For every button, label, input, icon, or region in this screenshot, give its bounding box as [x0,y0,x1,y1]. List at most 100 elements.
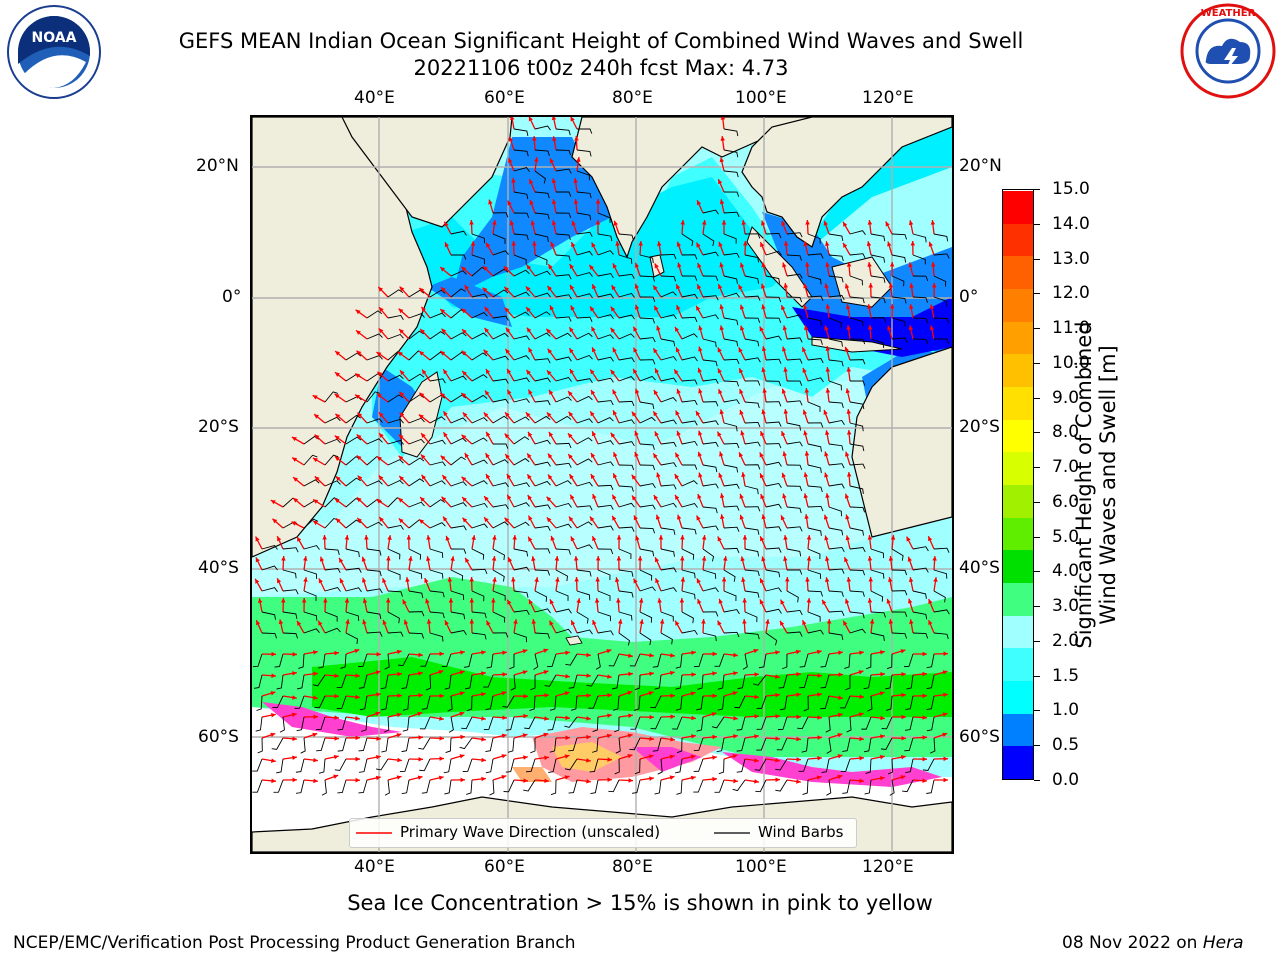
wave-direction-arrowhead [438,669,444,675]
wave-direction-arrowhead [802,347,807,353]
wind-barb [576,149,592,157]
wave-direction-arrowhead [739,262,745,268]
wind-barb [387,479,404,487]
wind-barb [801,737,809,753]
wave-direction-arrowhead [464,285,469,291]
wind-barb [366,611,382,620]
wind-barb [744,527,760,535]
wave-direction-arrowhead [511,178,516,183]
wave-direction-arrowhead [522,649,528,654]
wind-barb [597,273,614,279]
wave-direction-arrowhead [908,325,914,331]
wave-direction-arrowhead [719,304,724,310]
wave-direction-arrowhead [441,496,447,502]
wind-barb [471,374,488,382]
wind-barb [681,399,698,406]
wave-direction-arrowhead [631,474,637,480]
wind-barb [534,149,550,156]
wave-direction-arrowhead [523,755,528,760]
wave-direction-arrowhead [569,284,575,290]
wind-barb [492,355,509,361]
wind-barb [513,398,530,404]
wind-barb [639,375,656,382]
wave-direction-arrowhead [649,671,654,677]
wind-barb [618,632,631,646]
colorbar-tick-label: 15.0 [1052,179,1090,199]
wave-direction-arrowhead [501,774,507,780]
wave-direction-arrowhead [803,325,809,331]
wind-barb [702,378,719,384]
wave-direction-arrowhead [378,475,384,481]
wave-direction-arrowhead [565,673,570,679]
wave-direction-arrowhead [607,674,612,679]
wave-direction-arrowhead [711,712,717,717]
wave-direction-arrowhead [712,755,717,760]
wind-barb [315,716,326,731]
wave-direction-arrowhead [398,455,404,461]
wave-direction-arrowhead [460,777,465,783]
wind-barb [681,464,698,470]
wind-barb [742,653,748,670]
wind-barb [634,674,641,691]
wind-barb [450,456,466,466]
wave-direction-arrowhead [943,692,948,698]
wind-barb [513,335,530,341]
wave-direction-arrowhead [313,714,318,720]
wind-barb [555,442,572,449]
wave-direction-arrowhead [314,434,320,440]
wave-direction-arrowhead [679,598,685,603]
wind-barb [723,505,740,511]
colorbar-tick-label: 5.0 [1052,526,1080,547]
wind-barb [849,359,866,365]
wave-direction-arrowhead [717,620,722,626]
wind-barb [639,337,656,343]
wave-direction-arrowhead [377,371,383,377]
wave-direction-arrowhead [759,578,765,584]
wave-direction-arrowhead [528,431,533,437]
wave-direction-arrowhead [334,498,340,504]
wind-barb [257,737,263,754]
wave-direction-arrowhead [639,619,644,624]
wave-direction-arrowhead [382,578,387,584]
wave-direction-arrowhead [513,619,518,624]
wind-barb [588,695,599,709]
wave-direction-arrowhead [803,430,808,436]
wave-direction-arrowhead [677,262,682,268]
wind-barb [660,587,677,592]
wave-direction-arrowhead [543,732,549,738]
wave-direction-arrowhead [376,456,382,462]
wind-barb [905,758,914,773]
wave-direction-arrowhead [782,493,787,499]
wind-barb [702,506,718,514]
wind-barb [366,480,383,487]
wave-direction-arrowhead [334,736,339,741]
wind-barb [723,170,739,178]
wind-barb [912,590,927,599]
wind-barb [303,569,318,579]
wave-direction-arrowhead [888,577,893,583]
wind-barb [612,695,620,711]
colorbar-tick-mark [1034,258,1040,260]
wave-direction-arrowhead [419,519,424,524]
wind-barb [402,695,410,711]
wind-barb [513,482,530,488]
wave-direction-arrowhead [318,620,323,626]
colorbar-tick-mark [1034,780,1040,781]
wave-direction-arrowhead [722,556,728,561]
wind-barb [576,212,592,221]
wind-barb [555,590,569,601]
wave-direction-arrowhead [610,306,616,312]
wind-barb [723,275,738,284]
wave-direction-arrowhead [634,283,640,289]
wave-direction-arrowhead [805,220,810,225]
wave-direction-arrowhead [696,242,701,248]
wave-direction-arrowhead [888,283,894,288]
wave-direction-arrowhead [507,368,512,374]
wind-barb [723,547,740,554]
wind-barb [681,316,698,323]
wave-direction-arrowhead [551,199,557,205]
wave-direction-arrowhead [680,577,686,582]
wave-direction-arrowhead [838,695,843,700]
wind-barb [402,716,410,732]
wave-direction-arrowhead [614,577,620,583]
